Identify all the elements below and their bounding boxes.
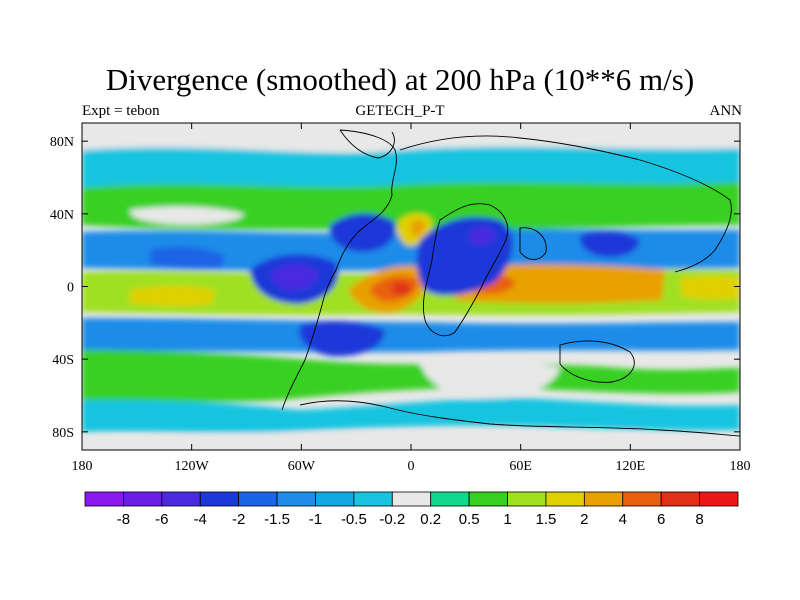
african-convergence-core <box>470 227 496 246</box>
america-coastline <box>281 129 397 411</box>
colorbar-label: -0.5 <box>341 511 367 528</box>
dataset-label: GETECH_P-T <box>355 103 445 119</box>
y-tick-label: 40N <box>50 208 74 223</box>
y-tick-label: 40S <box>52 353 74 368</box>
colorbar-swatch <box>276 491 316 507</box>
colorbar-label: -0.2 <box>379 511 405 528</box>
colorbar-swatch <box>430 491 470 507</box>
pacific-sub-convergence <box>150 246 225 269</box>
south-atlantic-convergence <box>299 320 385 357</box>
colorbar-label: -1.5 <box>264 511 290 528</box>
colorbar-label: -6 <box>155 511 168 528</box>
australia-coastline <box>559 340 635 383</box>
colorbar-swatch <box>199 491 240 507</box>
atlantic-convergence <box>329 213 396 252</box>
antarctica-coastline <box>299 400 740 437</box>
colorbar-swatch <box>622 491 662 507</box>
colorbar-label: 0.5 <box>459 511 480 528</box>
colorbar-swatch <box>468 491 508 507</box>
colorbar-swatch <box>699 491 739 507</box>
plot-area <box>81 122 741 451</box>
x-tick-label: 180 <box>72 459 93 474</box>
x-tick-label: 180 <box>730 459 751 474</box>
pacific-divergence-east <box>680 275 740 300</box>
pacific-convergence-core <box>271 264 318 291</box>
y-tick-label: 80N <box>50 135 74 150</box>
colorbar-swatch <box>315 491 355 507</box>
colorbar-swatch <box>507 491 547 507</box>
india-coastline <box>519 227 547 260</box>
x-tick-label: 120W <box>175 459 210 474</box>
pacific-divergence-west <box>130 285 215 307</box>
north-atlantic-core <box>410 219 426 237</box>
colorbar-label: 8 <box>695 511 703 528</box>
colorbar-swatch <box>238 491 278 507</box>
x-tick-label: 0 <box>408 459 415 474</box>
colorbar-swatch <box>583 491 624 507</box>
indian-divergence <box>455 264 665 304</box>
atlantic-divergence-peak <box>392 282 412 295</box>
sh-band <box>82 318 740 352</box>
experiment-label: Expt = tebon <box>82 103 160 119</box>
asian-convergence <box>579 230 640 258</box>
x-tick-label: 60W <box>288 459 316 474</box>
greenland-coastline <box>339 129 395 159</box>
colorbar-swatch <box>353 491 393 507</box>
contour-field <box>82 123 740 450</box>
sh-green-band <box>82 350 740 402</box>
antarctic-neutral <box>82 433 740 450</box>
colorbar-label: -1 <box>309 511 322 528</box>
colorbar-swatch <box>84 491 124 507</box>
colorbar-swatch <box>391 491 432 507</box>
x-tick-label: 120E <box>616 459 646 474</box>
y-tick-label: 80S <box>52 426 74 441</box>
colorbar-swatch <box>660 491 700 507</box>
colorbar-swatch <box>545 491 585 507</box>
colorbar-label: 0.2 <box>420 511 441 528</box>
colorbar-label: 2 <box>580 511 588 528</box>
colorbar-label: 1 <box>503 511 511 528</box>
colorbar-label: -2 <box>232 511 245 528</box>
arctic-neutral <box>82 123 740 152</box>
colorbar-swatch <box>161 491 201 507</box>
subtropic-band <box>82 229 740 271</box>
x-tick-label: 60E <box>509 459 532 474</box>
season-label: ANN <box>709 103 743 119</box>
colorbar-label: 6 <box>657 511 665 528</box>
southern-neutral <box>420 360 560 398</box>
y-tick-label: 0 <box>67 281 74 296</box>
sh-cyan-band <box>82 398 740 433</box>
chart-title: Divergence (smoothed) at 200 hPa (10**6 … <box>105 62 695 97</box>
y-axis: 80N 40N 0 40S 80S <box>50 135 740 441</box>
nh-green-band <box>82 182 740 231</box>
colorbar-label: -8 <box>117 511 130 528</box>
x-axis: 180 120W 60W 0 60E 120E 180 <box>72 123 751 474</box>
north-pacific-neutral <box>129 206 245 225</box>
colorbar-label: 1.5 <box>536 511 557 528</box>
colorbar: -8 -6 -4 -2 -1.5 -1 -0.5 -0.2 0.2 0.5 1 1.5 2 4 6 8 <box>84 491 739 528</box>
africa-coastline <box>422 203 509 337</box>
colorbar-label: -4 <box>194 511 207 528</box>
eurasia-coastline <box>399 135 732 273</box>
colorbar-label: 4 <box>619 511 627 528</box>
continent-outlines <box>281 129 740 437</box>
colorbar-swatch <box>123 491 163 507</box>
